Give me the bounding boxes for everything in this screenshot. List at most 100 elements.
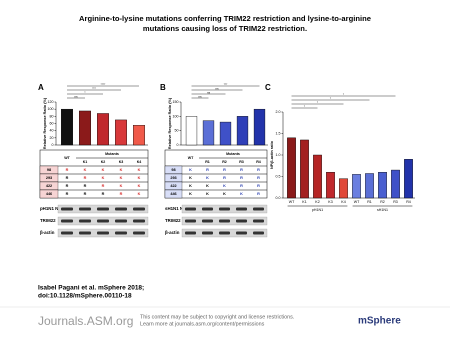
table-cell: K <box>138 184 141 188</box>
y-tick-label: 120 <box>48 100 54 104</box>
blot-band <box>115 207 127 211</box>
y-tick-label: 100 <box>48 107 54 111</box>
sig-label: * <box>343 92 345 96</box>
panel-label: A <box>38 83 44 92</box>
row-label-bg <box>39 189 59 199</box>
bar <box>352 174 361 199</box>
table-cell: R <box>66 168 69 172</box>
bar <box>287 137 296 199</box>
blot-band <box>133 231 145 235</box>
table-cell: R <box>84 184 87 188</box>
table-cell: K <box>138 192 141 196</box>
table-header: Mutants <box>105 152 119 156</box>
blot-band <box>79 231 91 235</box>
group-label: pH1N1 <box>312 208 323 212</box>
bar <box>185 116 198 146</box>
y-tick-label: 60 <box>50 121 54 125</box>
citation: Isabel Pagani et al. mSphere 2018; <box>38 285 144 292</box>
blot-band <box>61 231 73 235</box>
blot-band <box>202 207 213 211</box>
blot-band <box>115 219 127 223</box>
blot-band <box>97 219 109 223</box>
blot-label: β-actin <box>165 230 180 235</box>
x-tick-label: WT <box>354 200 360 204</box>
row-label: 98 <box>47 168 51 172</box>
table-header: WT <box>188 156 194 160</box>
table-cell: R <box>223 168 226 172</box>
blot-band <box>202 231 213 235</box>
bar <box>236 116 249 146</box>
blot-label: sH1N1 NP <box>165 206 186 211</box>
blot-band <box>79 219 91 223</box>
table-cell: K <box>206 192 209 196</box>
y-tick-label: 40 <box>50 129 54 133</box>
table-cell: R <box>120 192 123 196</box>
blot-band <box>253 207 264 211</box>
blot-label: pH1N1 NP <box>40 206 61 211</box>
table-cell: R <box>84 192 87 196</box>
sig-label: * <box>330 96 332 100</box>
table-cell: K <box>189 192 192 196</box>
table-cell: K <box>102 176 105 180</box>
bar <box>97 113 109 146</box>
x-tick-label: K3 <box>328 200 332 204</box>
table-cell: R <box>102 184 105 188</box>
blot-label: TRIM22 <box>165 218 181 223</box>
y-tick-label: 0.0 <box>276 196 281 200</box>
row-label: 98 <box>171 168 175 172</box>
row-label: 422 <box>170 184 176 188</box>
table-subheader: R3 <box>239 160 244 164</box>
table-cell: R <box>84 176 87 180</box>
title-box: Arginine-to-lysine mutations conferring … <box>79 14 371 33</box>
row-label: 422 <box>46 184 52 188</box>
y-tick-label: 150 <box>173 100 179 104</box>
blot-band <box>185 219 196 223</box>
table-cell: K <box>223 184 226 188</box>
blot-band <box>219 207 230 211</box>
table-cell: K <box>84 168 87 172</box>
sig-label: * <box>304 104 306 108</box>
table-cell: R <box>223 176 226 180</box>
x-tick-label: R1 <box>367 200 372 204</box>
x-tick-label: R4 <box>406 200 411 204</box>
table-subheader: K4 <box>137 160 142 164</box>
y-axis-label: NP/β-actin ratio <box>270 140 274 169</box>
table-cell: K <box>120 168 123 172</box>
blot-band <box>115 231 127 235</box>
table-cell: K <box>138 168 141 172</box>
bar <box>339 178 348 199</box>
footer-logo: mSphere <box>358 316 401 327</box>
table-cell: K <box>206 176 209 180</box>
sig-label: ns <box>215 86 219 90</box>
table-subheader: R1 <box>205 160 210 164</box>
bar <box>253 108 266 146</box>
table-cell: R <box>66 192 69 196</box>
footer-site: Journals.ASM.org <box>38 314 133 328</box>
blot-label: TRIM22 <box>40 218 56 223</box>
blot-band <box>236 207 247 211</box>
table-header: Mutants <box>226 152 240 156</box>
bar <box>378 171 387 199</box>
blot-band <box>185 207 196 211</box>
title: Arginine-to-lysine mutations conferring … <box>79 14 371 33</box>
blot-band <box>61 207 73 211</box>
y-tick-label: 1.0 <box>276 153 281 157</box>
table-cell: R <box>257 176 260 180</box>
y-tick-label: 0 <box>177 143 179 147</box>
table-cell: K <box>189 168 192 172</box>
row-label: 446 <box>170 192 176 196</box>
blot-band <box>97 231 109 235</box>
bar <box>79 110 91 146</box>
sig-label: ns <box>74 94 78 98</box>
bar <box>404 159 413 199</box>
sig-label: *** <box>92 86 96 90</box>
sig-label: **** <box>101 82 107 86</box>
blot-band <box>253 219 264 223</box>
table-subheader: R4 <box>256 160 261 164</box>
table-subheader: K2 <box>101 160 106 164</box>
bar <box>115 119 127 146</box>
x-tick-label: K2 <box>315 200 319 204</box>
sig-label: * <box>84 90 86 94</box>
sig-label: *** <box>224 82 228 86</box>
